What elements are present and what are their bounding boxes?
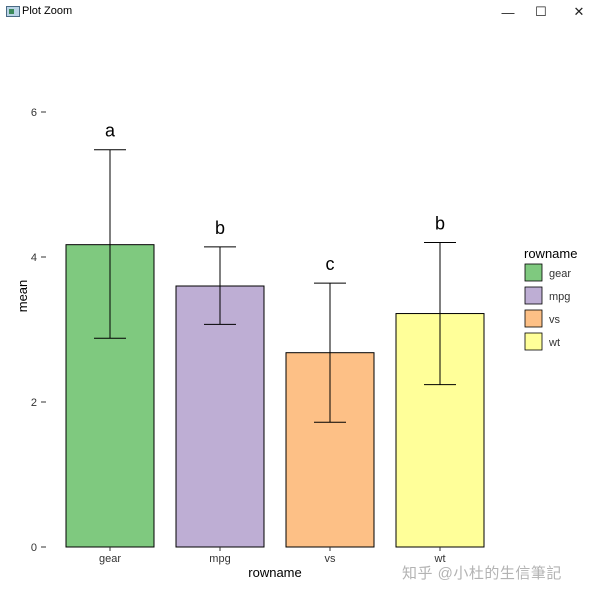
window-title: Plot Zoom (22, 5, 73, 17)
maximize-button[interactable]: ☐ (535, 4, 547, 19)
close-button[interactable]: ✕ (573, 4, 585, 19)
y-tick-label: 0 (31, 542, 37, 554)
legend-label: vs (549, 314, 561, 326)
window-titlebar: Plot Zoom — ☐ ✕ (0, 0, 600, 24)
bar-mpg (175, 285, 265, 548)
significance-letter: a (105, 121, 116, 141)
legend-label: wt (548, 337, 560, 349)
watermark: 知乎 @小杜的生信筆記 (402, 565, 562, 582)
x-tick-label: gear (99, 553, 121, 565)
x-tick-label: wt (434, 553, 446, 565)
legend-swatch-mpg (524, 286, 543, 305)
y-axis-label: mean (15, 280, 30, 313)
y-tick-label: 4 (31, 252, 37, 264)
bar-chart: 0 2 4 6 mean a gear b mpg c vs b wt rowname rowname gea… (15, 107, 577, 580)
legend-title: rowname (524, 246, 577, 261)
app-icon (6, 6, 20, 17)
x-tick-label: mpg (209, 553, 230, 565)
legend-swatch-vs (524, 309, 543, 328)
y-tick-label: 2 (31, 397, 37, 409)
legend-swatch-wt (524, 332, 543, 351)
significance-letter: b (215, 218, 225, 238)
x-tick-label: vs (325, 553, 337, 565)
legend-swatch-gear (524, 263, 543, 282)
y-tick-label: 6 (31, 107, 37, 119)
significance-letter: b (435, 214, 445, 234)
minimize-button[interactable]: — (501, 4, 515, 20)
legend-label: gear (549, 268, 571, 280)
significance-letter: c (326, 254, 335, 274)
legend-label: mpg (549, 291, 570, 303)
x-axis-label: rowname (248, 565, 301, 580)
